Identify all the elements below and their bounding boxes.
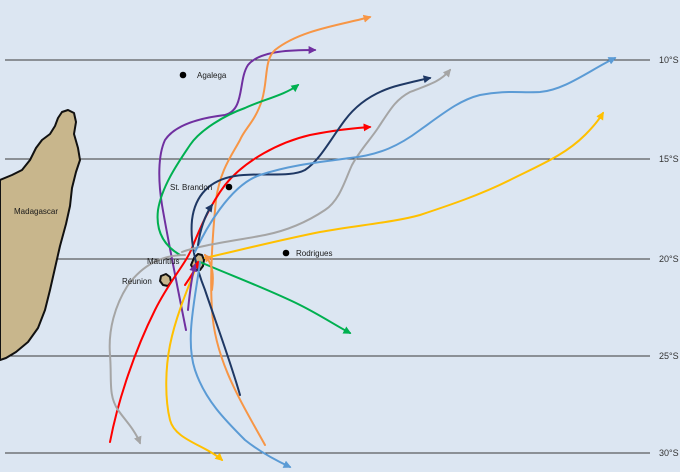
cyclone-track-navy (190, 75, 432, 396)
rodrigues-marker (282, 249, 290, 257)
cyclone-track-yellow-south (165, 269, 224, 462)
latitude-label-15s: 15°S (659, 154, 679, 164)
st-brandon-label: St. Brandon (170, 183, 212, 192)
cyclone-track-purple-short (187, 263, 197, 311)
cyclone-tracks (108, 14, 617, 468)
cyclone-track-orange (210, 14, 372, 446)
agalega-marker (179, 71, 187, 79)
latitude-label-20s: 20°S (659, 254, 679, 264)
cyclone-track-green-north (156, 84, 300, 256)
cyclone-track-orange-short (204, 253, 214, 291)
cyclone-track-purple (158, 46, 317, 331)
rodrigues-label: Rodrigues (296, 249, 332, 258)
latitude-label-30s: 30°S (659, 448, 679, 458)
cyclone-track-grey-north (181, 68, 452, 253)
madagascar-label: Madagascar (14, 207, 58, 216)
cyclone-track-yellow-north (204, 111, 604, 259)
cyclone-track-blue-north (194, 57, 617, 253)
latitude-grid: 10°S 15°S 20°S 25°S 30°S (5, 55, 679, 458)
cyclone-track-grey-south (108, 254, 186, 445)
latitude-label-10s: 10°S (659, 55, 679, 65)
cyclone-track-blue-south (189, 261, 292, 468)
reunion-label: Réunion (122, 277, 152, 286)
cyclone-track-green-south (199, 261, 352, 334)
mauritius-label: Mauritius (147, 257, 179, 266)
latitude-label-25s: 25°S (659, 351, 679, 361)
agalega-label: Agalega (197, 71, 227, 80)
madagascar-landmass (0, 109, 81, 361)
cyclone-track-navy-short (197, 203, 213, 246)
st-brandon-marker (225, 183, 233, 191)
